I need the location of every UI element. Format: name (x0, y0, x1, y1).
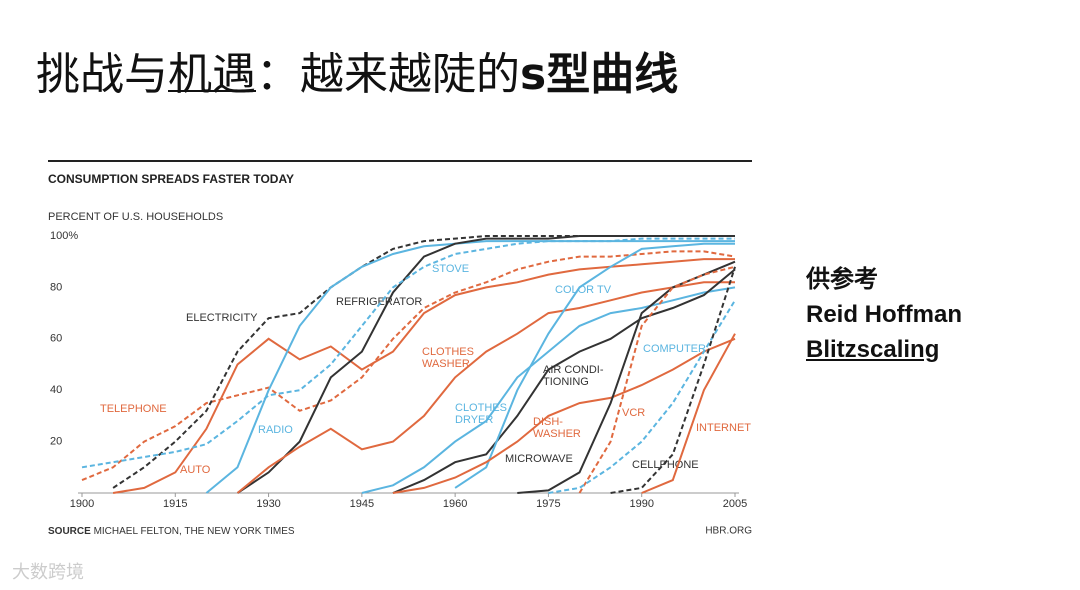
series-label: INTERNET (696, 422, 751, 434)
series-label: CLOTHES WASHER (422, 346, 474, 370)
series-label-line: WASHER (533, 428, 581, 440)
y-axis-label: PERCENT OF U.S. HOUSEHOLDS (48, 211, 223, 223)
y-tick-label: 60 (50, 333, 62, 345)
series-line (392, 268, 736, 494)
title-part: s型曲线 (520, 49, 679, 100)
series-label: CLOTHES DRYER (455, 402, 507, 426)
series-line (205, 240, 735, 494)
chart-title: CONSUMPTION SPREADS FASTER TODAY (48, 172, 294, 186)
series-label: COLOR TV (555, 284, 612, 296)
title-part: ：越来越陡的 (256, 49, 520, 100)
series-label: AUTO (180, 464, 211, 476)
x-tick-label: 1960 (443, 498, 467, 510)
series-label-line: AIR CONDI- (543, 364, 604, 376)
series-label: ELECTRICITY (186, 312, 258, 324)
series-label: REFRIGERATOR (336, 296, 422, 308)
series-label: STOVE (432, 263, 469, 275)
series-label: RADIO (258, 424, 293, 436)
series-line (112, 258, 735, 494)
series-line (641, 333, 736, 494)
series-label: CELLPHONE (632, 459, 699, 471)
series-line (81, 237, 735, 469)
note: 供参考 Reid Hoffman Blitzscaling (806, 262, 962, 367)
note-line: Reid Hoffman (806, 301, 962, 328)
x-tick-label: 1915 (163, 498, 187, 510)
title-part: 挑战与 (36, 49, 168, 100)
y-tick-label: 100% (50, 230, 78, 242)
y-tick-label: 20 (50, 436, 62, 448)
series-label: VCR (622, 407, 645, 419)
series-label-line: DISH- (533, 416, 563, 428)
series-line (454, 242, 735, 489)
note-line: 供参考 (806, 266, 878, 293)
title-part: 机遇 (168, 49, 256, 100)
series-label: MICROWAVE (505, 453, 573, 465)
series-line (578, 265, 736, 494)
x-tick-label: 2005 (723, 498, 747, 510)
x-tick-label: 1900 (70, 498, 94, 510)
slide-title: 挑战与机遇：越来越陡的s型曲线 (36, 38, 678, 102)
source-label: SOURCE (48, 526, 91, 537)
source-text: MICHAEL FELTON, THE NEW YORK TIMES (94, 526, 295, 537)
series-line (236, 281, 735, 494)
series-label-line: WASHER (422, 358, 470, 370)
series-line (81, 250, 736, 482)
series-label-line: TIONING (543, 376, 589, 388)
series-label-line: CLOTHES (422, 346, 474, 358)
y-tick-label: 40 (50, 384, 62, 396)
watermark: 大数跨境 (12, 562, 84, 582)
x-tick-label: 1990 (629, 498, 653, 510)
x-tick-label: 1975 (536, 498, 560, 510)
credit: HBR.ORG (705, 526, 752, 537)
series-line (236, 235, 735, 494)
series-label-line: DRYER (455, 414, 493, 426)
series-label: AIR CONDI-TIONING (543, 364, 604, 388)
y-tick-label: 80 (50, 281, 62, 293)
note-line: Blitzscaling (806, 336, 940, 363)
series-label: TELEPHONE (100, 403, 167, 415)
source: SOURCE MICHAEL FELTON, THE NEW YORK TIME… (48, 526, 295, 537)
series-label-line: CLOTHES (455, 402, 507, 414)
x-tick-label: 1945 (350, 498, 374, 510)
series-label: DISH-WASHER (533, 416, 581, 440)
series-line (548, 299, 736, 494)
series-line (392, 337, 736, 494)
series-line (361, 286, 736, 494)
series-label: COMPUTER (643, 343, 706, 355)
x-tick-label: 1930 (256, 498, 280, 510)
